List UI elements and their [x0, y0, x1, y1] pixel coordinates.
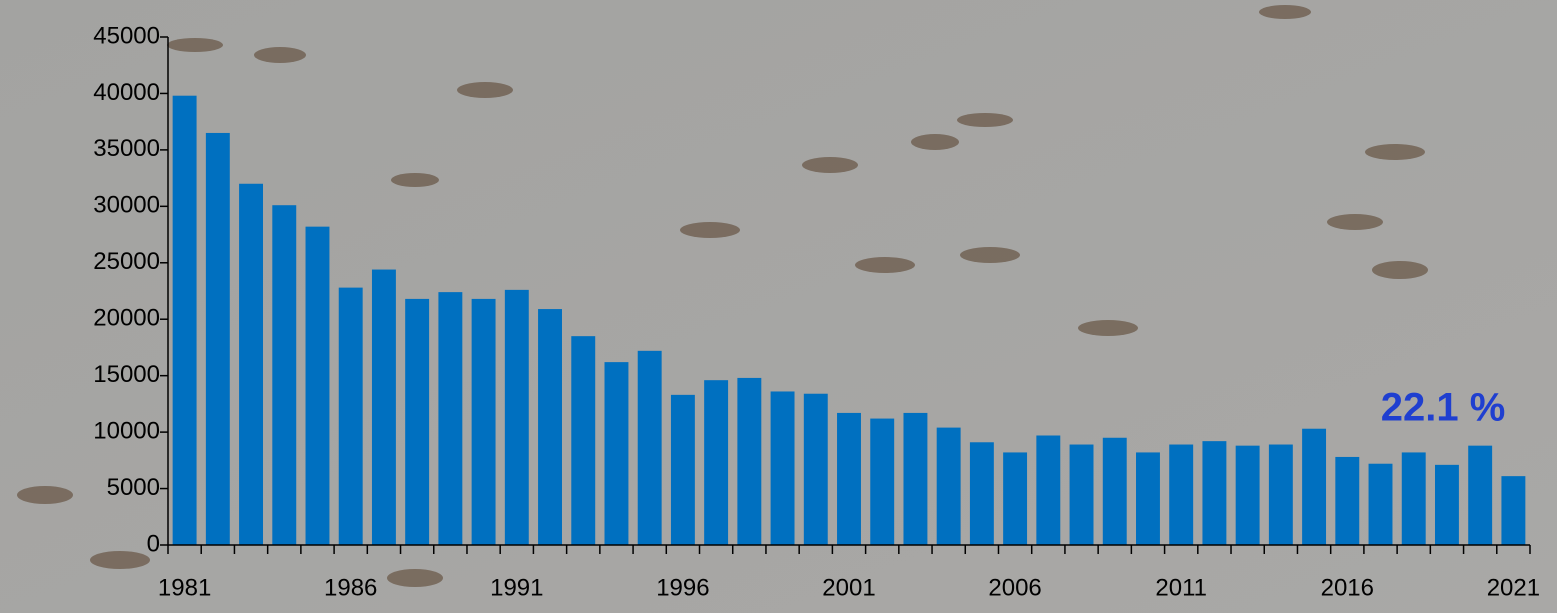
- bar: [504, 289, 529, 545]
- bar: [1335, 456, 1360, 545]
- y-tick-label: 45000: [93, 22, 160, 49]
- x-tick-label: 1996: [656, 574, 709, 601]
- bar: [803, 393, 828, 545]
- bar: [1368, 463, 1393, 545]
- y-tick-label: 10000: [93, 417, 160, 444]
- y-tick-label: 35000: [93, 135, 160, 162]
- y-tick-label: 5000: [107, 474, 160, 501]
- bar: [272, 205, 297, 545]
- duck-decoration: [17, 5, 1428, 587]
- bar: [870, 418, 895, 545]
- y-tick-label: 40000: [93, 79, 160, 106]
- bar: [1401, 452, 1426, 545]
- y-tick-label: 25000: [93, 248, 160, 275]
- bar: [1468, 445, 1493, 545]
- annotation: 22.1 %: [1381, 386, 1506, 430]
- y-tick-label: 15000: [93, 361, 160, 388]
- x-tick-label: 2011: [1155, 574, 1207, 601]
- bar: [1235, 445, 1260, 545]
- bar: [305, 226, 330, 546]
- bar: [737, 377, 762, 545]
- bar: [1069, 444, 1094, 545]
- bar: [172, 95, 197, 546]
- plot-area: 0 5000 10000 15000 20000 25000 30000 35000 40000…: [93, 22, 1540, 601]
- bar: [1501, 476, 1526, 545]
- x-tick-label: 2016: [1321, 574, 1374, 601]
- x-tick-label: 2021: [1487, 574, 1540, 601]
- x-tick-label: 2001: [822, 574, 875, 601]
- bar: [670, 394, 695, 545]
- bar: [1102, 437, 1127, 545]
- y-tick-label: 20000: [93, 305, 160, 332]
- bar: [936, 427, 961, 545]
- bar: [1268, 444, 1293, 545]
- bar: [637, 350, 662, 545]
- bar: [837, 412, 861, 545]
- bar: [205, 132, 230, 545]
- x-tick-label: 1986: [324, 574, 377, 601]
- bar: [338, 287, 363, 545]
- bar: [770, 391, 795, 545]
- bar: [969, 442, 994, 545]
- bar: [704, 380, 729, 545]
- bar: [371, 269, 396, 545]
- bar: [1136, 452, 1160, 545]
- bar: [239, 183, 264, 545]
- bar: [405, 298, 430, 545]
- y-tick-label: 30000: [93, 192, 160, 219]
- bar: [471, 298, 496, 545]
- x-tick-label: 2006: [988, 574, 1041, 601]
- y-tick-label: 0: [147, 530, 160, 557]
- bar: [538, 309, 562, 545]
- bar: [903, 412, 928, 545]
- bar: [1434, 464, 1459, 545]
- bar: [1003, 452, 1028, 545]
- bar: [1169, 444, 1194, 545]
- bar: [438, 292, 463, 545]
- x-tick-label: 1991: [490, 574, 543, 601]
- bar: [571, 336, 596, 545]
- bar: [1036, 435, 1061, 545]
- x-tick-label: 1981: [158, 574, 211, 601]
- bar: [1202, 441, 1227, 545]
- bar: [604, 362, 629, 545]
- bar: [1302, 428, 1327, 545]
